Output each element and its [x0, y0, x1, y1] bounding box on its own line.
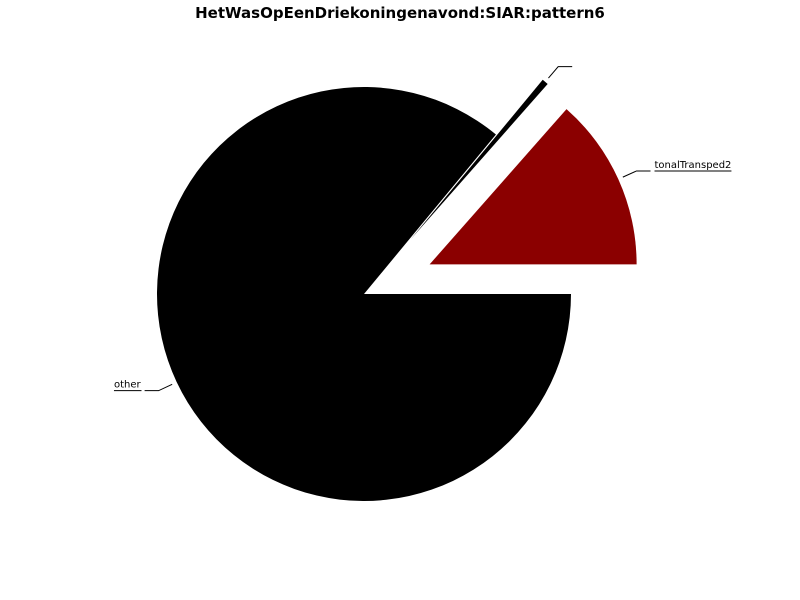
- pie-label-tonaltransped2: tonalTransped2: [655, 160, 732, 171]
- pie-label-other: other: [114, 380, 142, 391]
- pie-slice-other: [156, 86, 571, 501]
- pie-slice-tonaltransped2: [429, 109, 637, 265]
- pie-slices: [156, 79, 637, 501]
- label-leader-line: [548, 66, 573, 79]
- pie-labels: other tonalTransped2: [113, 66, 732, 392]
- label-leader-line: [622, 170, 651, 178]
- label-leader-line: [144, 383, 173, 392]
- pie-slice-1: [410, 79, 548, 240]
- chart-title: HetWasOpEenDriekoningenavond:SIAR:patter…: [195, 4, 605, 22]
